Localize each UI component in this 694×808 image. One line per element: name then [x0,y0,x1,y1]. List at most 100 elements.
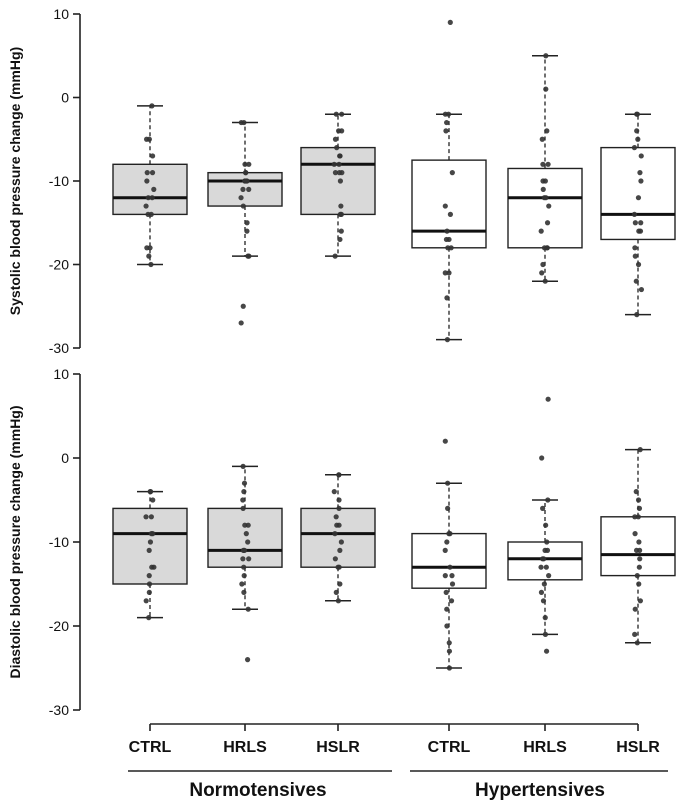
x-tick-label: HRLS [223,739,267,756]
data-point [144,170,150,176]
data-point [540,505,546,511]
data-point [336,170,343,176]
y-tick-label: -20 [49,257,69,273]
data-point [331,489,337,495]
data-point [545,161,551,167]
data-point [442,438,448,444]
data-point [339,111,345,117]
data-point [539,270,545,276]
data-point [442,270,448,276]
data-point [544,539,550,545]
iqr-box [600,146,676,241]
y-tick-label: 0 [61,450,69,466]
data-point [334,145,340,151]
data-point [243,531,249,537]
data-point [243,178,249,184]
data-point [449,170,455,176]
data-point [638,220,644,226]
data-point [241,564,247,570]
data-point [632,514,638,520]
data-point [240,547,246,554]
data-point [336,472,342,478]
data-point [143,598,149,604]
data-point [241,589,247,596]
data-point [333,111,339,117]
data-point [246,556,252,562]
data-point [638,153,644,159]
data-point [336,128,342,134]
data-point [240,303,246,309]
data-point [143,514,149,520]
data-point [241,480,248,486]
group-label-normotensives: Normotensives [189,780,326,801]
data-point [544,220,551,226]
box-hslr-normotensive [300,111,376,259]
data-point [238,119,244,126]
box-ctrl-normotensive [112,103,188,268]
data-point [336,505,342,511]
data-point [238,195,244,201]
y-tick-label: 10 [53,366,69,382]
data-point [150,153,156,159]
iqr-box [411,159,487,249]
data-point [638,178,644,184]
data-point [545,497,551,503]
data-point [243,170,249,176]
data-point [540,598,547,604]
data-point [539,136,545,142]
data-point [540,161,546,167]
data-point [331,161,337,167]
x-tick-label: CTRL [129,739,172,756]
data-point [146,589,152,596]
panel-systolic: 10 0 -10 -20 -30 Systolic blood pressure chan… [7,6,676,356]
data-point [240,186,246,192]
data-point [332,253,338,259]
data-point [338,203,344,209]
data-point [146,615,152,621]
data-point [448,598,455,604]
data-point [636,505,643,511]
data-point [633,489,639,495]
x-tick-label: HSLR [616,739,660,756]
data-point [637,447,643,453]
data-point [245,606,251,612]
data-point [245,539,251,545]
data-point [446,665,453,671]
data-point [546,573,552,579]
data-point [636,564,642,570]
data-point [240,497,246,503]
data-point [240,505,246,511]
y-axis-title: Diastolic blood pressure change (mmHg) [7,405,23,678]
data-point [632,631,638,638]
data-point [443,236,450,243]
data-point [543,648,550,654]
data-point [337,547,343,554]
data-point [244,657,251,663]
data-point [241,573,247,579]
data-point [542,178,548,184]
data-point [444,606,450,612]
box-ctrl-hypertensive [411,438,487,671]
data-point [146,581,153,587]
data-point [333,514,339,520]
data-point [443,128,449,134]
data-point [240,203,246,209]
data-point [336,161,342,167]
data-point [538,589,545,596]
y-tick-label: 10 [53,6,69,22]
data-point [338,539,344,545]
data-point [148,211,154,217]
data-point [449,573,455,579]
data-point [543,53,549,59]
data-point [335,598,341,604]
data-point [544,128,550,134]
data-point [446,648,453,654]
box-hslr-hypertensive [600,111,676,318]
data-point [545,396,551,402]
data-point [143,203,149,209]
data-point [244,228,250,234]
y-tick-label: -10 [49,173,69,189]
data-point [633,278,639,284]
data-point [447,19,453,25]
data-point [635,261,642,268]
